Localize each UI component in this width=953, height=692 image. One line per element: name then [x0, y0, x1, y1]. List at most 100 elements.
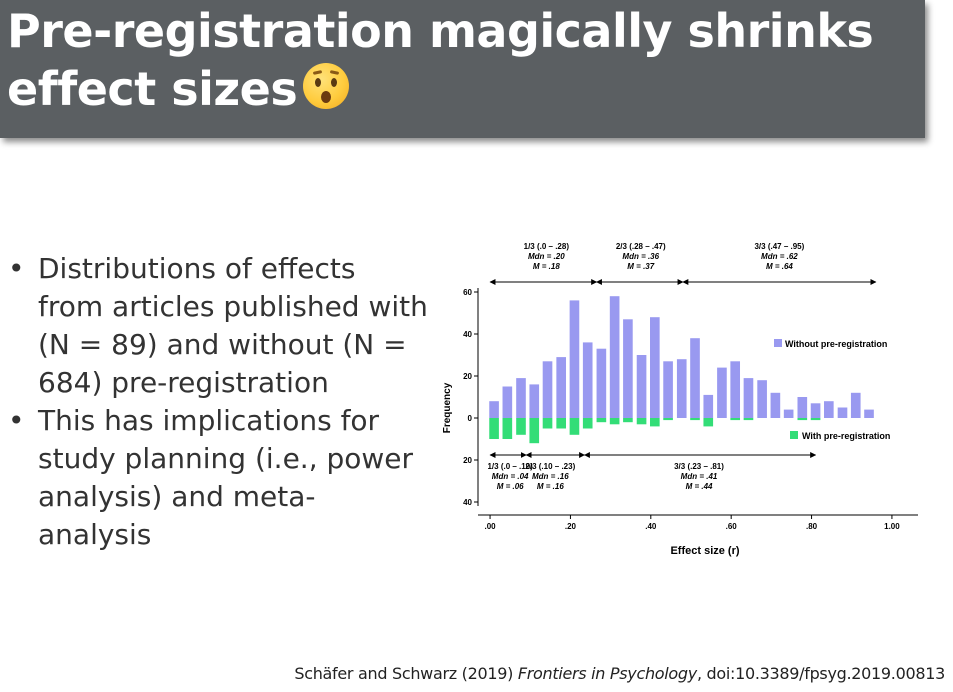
bar-without-prereg	[824, 401, 834, 418]
bar-without-prereg	[864, 409, 874, 418]
bar-without-prereg	[730, 361, 741, 418]
top-annotation-text: 3/3 (.47 – .95)	[754, 242, 804, 251]
bar-without-prereg	[797, 397, 808, 418]
top-annotation-text: M = .37	[627, 262, 654, 271]
bullet-text: Distributions of effects from articles p…	[38, 252, 428, 399]
bar-with-prereg	[516, 418, 526, 435]
legend-label-with: With pre-registration	[802, 431, 890, 441]
x-tick-label: 1.00	[884, 522, 900, 531]
citation-journal: Frontiers in Psychology	[517, 664, 697, 683]
citation-doi: , doi:10.3389/fpsyg.2019.00813	[696, 664, 945, 683]
bar-without-prereg	[582, 342, 593, 418]
y-tick-label: 20	[463, 372, 472, 381]
bullet-list: • Distributions of effects from articles …	[8, 250, 428, 554]
bar-without-prereg	[502, 386, 513, 418]
x-tick-label: .60	[726, 522, 738, 531]
bottom-annotation-text: 2/3 (.10 – .23)	[525, 462, 575, 471]
bottom-annotation-text: 3/3 (.23 – .81)	[674, 462, 724, 471]
effect-size-chart: 60 40 20 0 20 40 Frequency .00 .20 .40 .60 .80 1.00 E…	[430, 235, 940, 565]
bar-without-prereg	[609, 296, 620, 418]
bar-with-prereg	[502, 418, 513, 439]
x-tick-label: .80	[806, 522, 818, 531]
bar-without-prereg	[663, 361, 673, 418]
title-bar: Pre-registration magically shrinks effec…	[0, 0, 925, 138]
bar-with-prereg	[690, 418, 700, 421]
x-tick-label: .00	[484, 522, 496, 531]
top-annotation-text: Mdn = .62	[761, 252, 798, 261]
x-tick-label: .40	[645, 522, 657, 531]
slide-title: Pre-registration magically shrinks effec…	[7, 2, 874, 118]
annotations-group: 1/3 (.0 – .28)Mdn = .20M = .18 2/3 (.28 –…	[487, 242, 877, 491]
y-tick-label: 0	[468, 414, 473, 423]
bar-without-prereg	[596, 348, 607, 418]
bar-with-prereg	[730, 418, 741, 421]
bar-without-prereg	[810, 403, 821, 418]
bar-without-prereg	[569, 300, 580, 418]
bar-without-prereg	[770, 392, 781, 418]
top-annotation-text: Mdn = .36	[622, 252, 659, 261]
y-tick-label: 20	[463, 456, 472, 465]
axes-group: 60 40 20 0 20 40 Frequency .00 .20 .40 .60 .80 1.00 E…	[442, 288, 918, 557]
legend-swatch-without	[774, 339, 782, 347]
bar-without-prereg	[743, 378, 754, 418]
bar-with-prereg	[582, 418, 593, 429]
y-tick-label: 60	[463, 288, 472, 297]
bar-without-prereg	[837, 407, 848, 418]
bar-without-prereg	[717, 367, 727, 418]
bullet-marker: •	[8, 252, 25, 285]
bar-without-prereg	[529, 384, 540, 418]
bullet-item: • Distributions of effects from articles …	[8, 250, 428, 402]
top-annotation-text: M = .18	[533, 262, 560, 271]
chart-svg: 60 40 20 0 20 40 Frequency .00 .20 .40 .60 .80 1.00 E…	[442, 242, 918, 557]
bottom-annotation-text: Mdn = .41	[681, 472, 718, 481]
bullet-item: • This has implications for study plannin…	[8, 402, 428, 554]
y-tick-label: 40	[463, 330, 472, 339]
bar-with-prereg	[743, 418, 754, 421]
bottom-annotation-text: M = .06	[497, 482, 524, 491]
x-tick-label: .20	[565, 522, 577, 531]
bar-with-prereg	[609, 418, 620, 425]
top-annotation-text: 1/3 (.0 – .28)	[524, 242, 570, 251]
bottom-annotation-text: Mdn = .04	[492, 472, 529, 481]
bar-with-prereg	[636, 418, 647, 425]
bottom-annotation-text: 1/3 (.0 – .10)	[487, 462, 533, 471]
bar-with-prereg	[797, 418, 808, 421]
citation: Schäfer and Schwarz (2019) Frontiers in …	[294, 664, 945, 683]
bar-with-prereg	[650, 418, 660, 427]
top-annotation-text: 2/3 (.28 – .47)	[616, 242, 666, 251]
legend-label-without: Without pre-registration	[785, 339, 887, 349]
bar-with-prereg	[703, 418, 714, 427]
y-tick-label: 40	[463, 498, 472, 507]
bar-with-prereg	[810, 418, 821, 421]
top-annotation-text: Mdn = .20	[528, 252, 565, 261]
bar-with-prereg	[663, 418, 673, 421]
bar-with-prereg	[556, 418, 567, 429]
hushed-face-icon	[303, 63, 350, 109]
bar-without-prereg	[676, 359, 687, 418]
title-line-1: Pre-registration magically shrinks	[7, 4, 874, 58]
legend-swatch-with	[790, 431, 798, 439]
title-line-2: effect sizes	[7, 62, 298, 116]
y-axis-label: Frequency	[442, 382, 453, 433]
bar-with-prereg	[529, 418, 540, 444]
legend-group: Without pre-registration With pre-registr…	[774, 339, 890, 441]
bar-without-prereg	[783, 409, 794, 418]
top-annotation-text: M = .64	[766, 262, 793, 271]
bar-without-prereg	[850, 392, 861, 418]
bar-with-prereg	[596, 418, 607, 423]
bullet-text: This has implications for study planning…	[38, 404, 414, 551]
bottom-annotation-text: M = .16	[537, 482, 564, 491]
bar-without-prereg	[556, 357, 567, 418]
bullet-marker: •	[8, 404, 25, 437]
bar-without-prereg	[757, 380, 767, 418]
bar-without-prereg	[636, 355, 647, 418]
bar-with-prereg	[542, 418, 553, 429]
bottom-annotation-text: Mdn = .16	[532, 472, 569, 481]
bars-group	[489, 296, 874, 444]
citation-authors: Schäfer and Schwarz (2019)	[294, 664, 514, 683]
bar-without-prereg	[690, 338, 700, 418]
bar-without-prereg	[650, 317, 660, 418]
bar-without-prereg	[703, 394, 714, 418]
x-axis-label: Effect size (r)	[670, 545, 739, 557]
bar-with-prereg	[489, 418, 499, 439]
